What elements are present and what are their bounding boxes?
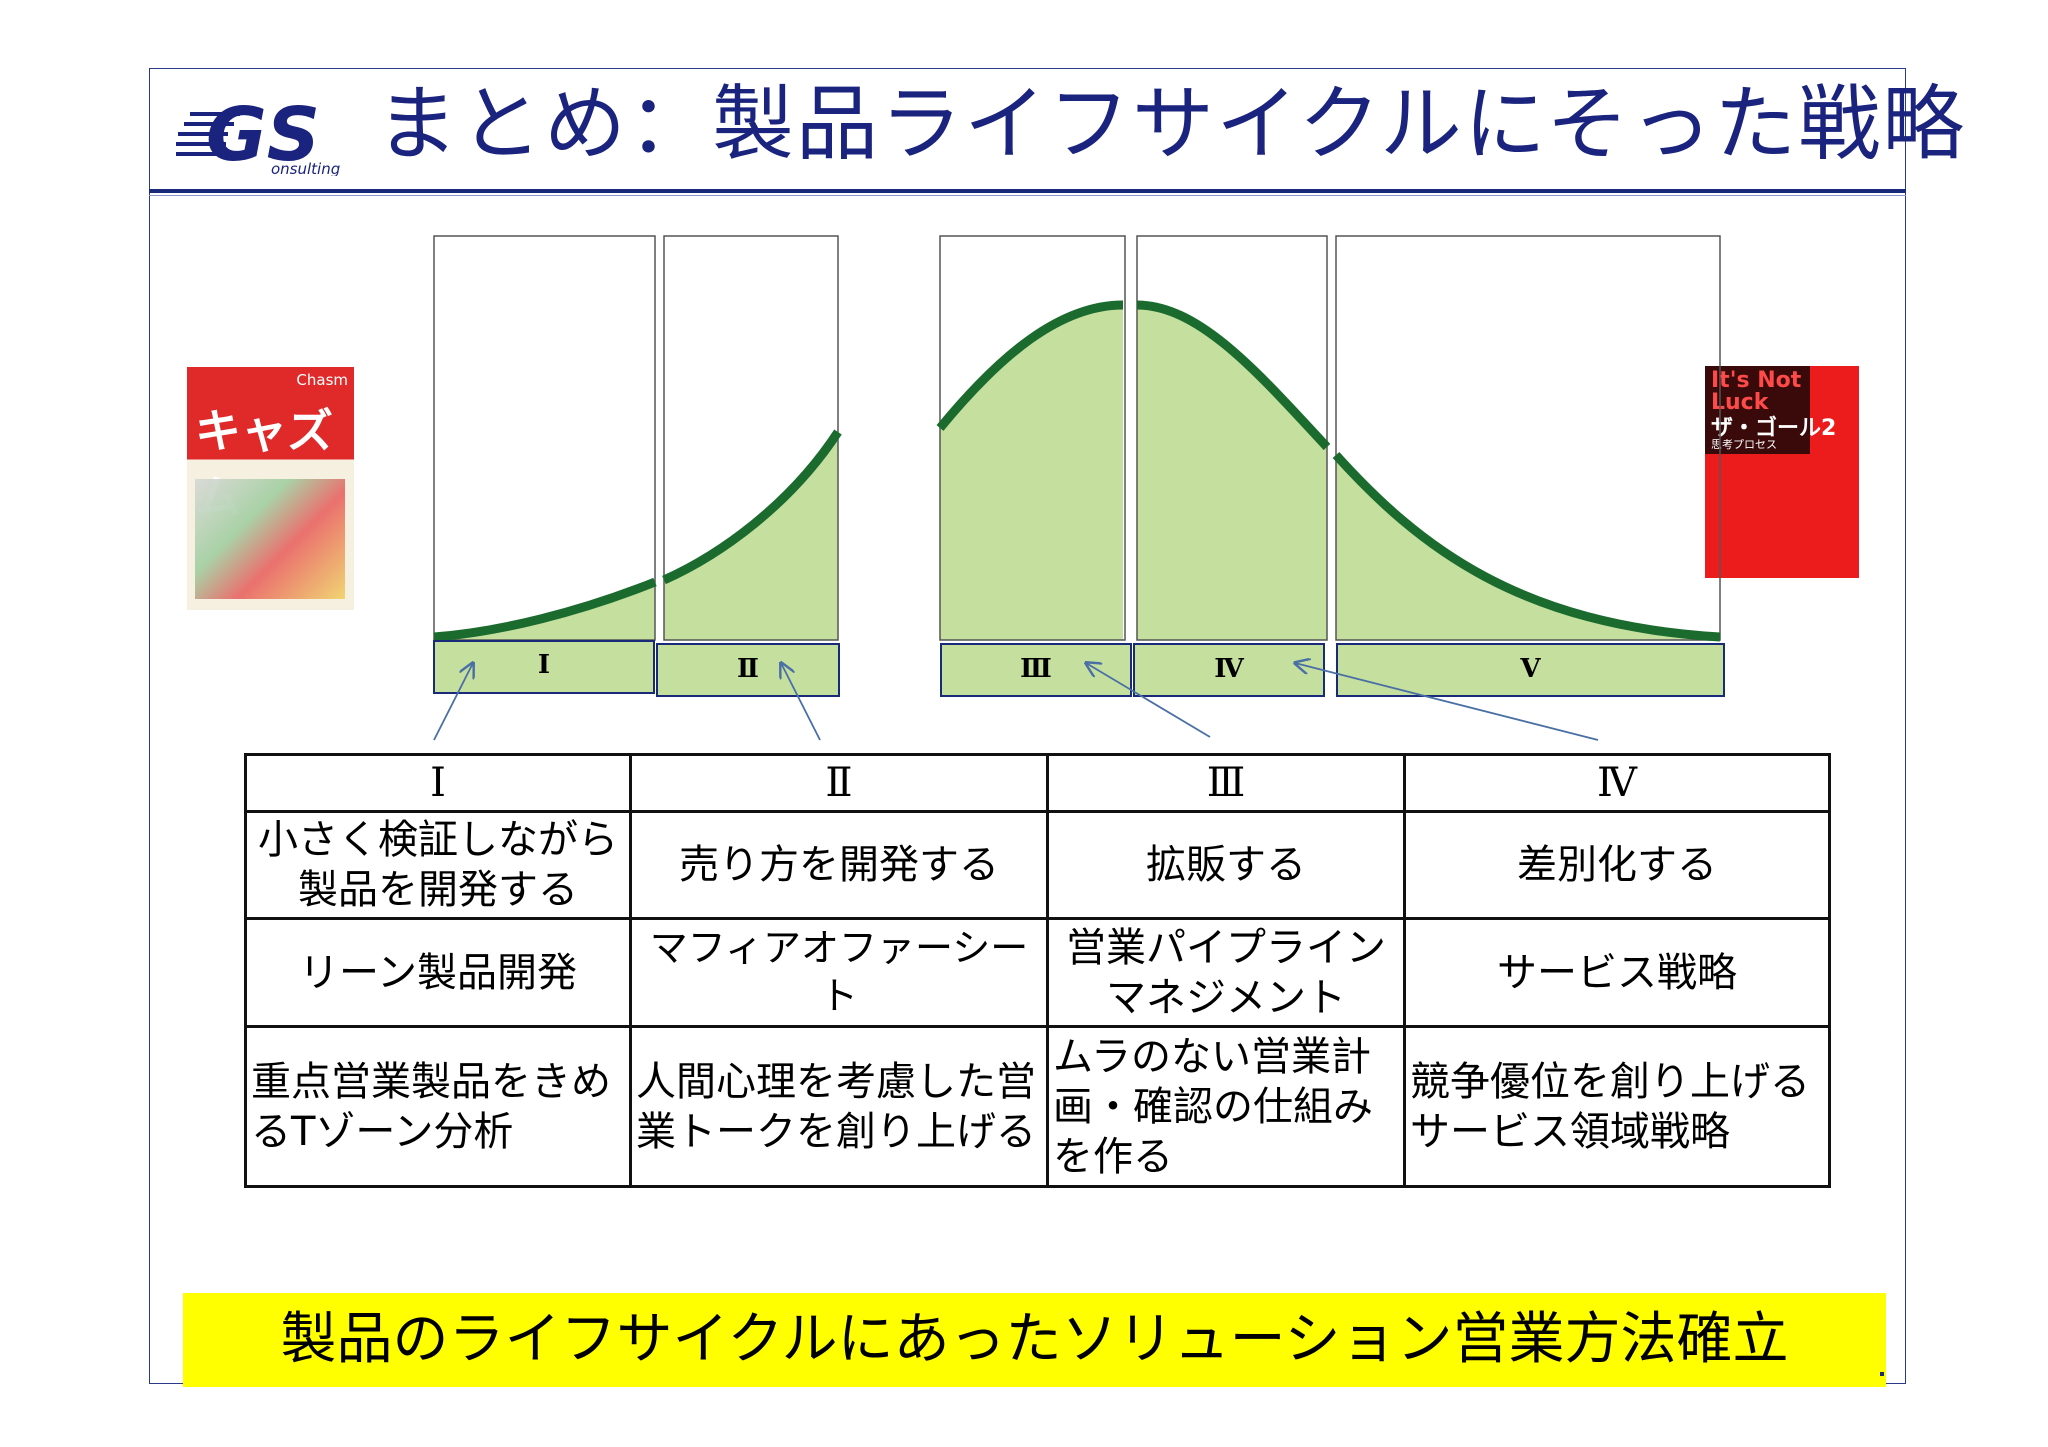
table-header-row: Ⅰ Ⅱ Ⅲ Ⅳ [244,753,1831,813]
stage-label-5: Ⅴ [1520,654,1541,684]
stage-panel-3 [939,235,1126,641]
stage-label-1: Ⅰ [537,650,551,680]
stage-label-4: Ⅳ [1214,654,1244,684]
table-cell: 拡販する [1046,810,1406,920]
header-rule [149,189,1906,193]
book-title-jp: ザ・ゴール2 [1711,416,1837,441]
curve-line-4 [1136,300,1331,451]
table-row: 小さく検証しながら製品を開発する 売り方を開発する 拡販する 差別化する [244,810,1831,920]
book-cover-image [195,479,345,599]
footer-mark [1880,1372,1884,1376]
curve-fill-4 [1137,305,1327,640]
gs-consulting-logo: GS onsulting [176,92,340,176]
table-header-cell: Ⅱ [629,753,1049,813]
book-cover-chasm: Chasm キャズム [187,367,354,610]
table-cell: ムラのない営業計画・確認の仕組みを作る [1046,1025,1406,1188]
table-row: 重点営業製品をきめるTゾーン分析 人間心理を考慮した営業トークを創り上げる ムラ… [244,1025,1831,1188]
logo-text: GS [206,92,320,176]
stage-panel-5 [1335,235,1721,641]
book-cover-dark-panel [1705,366,1810,454]
stage-panel-1 [433,235,656,641]
arrow-3 [1086,663,1211,738]
conclusion-banner: 製品のライフサイクルにあったソリューション営業方法確立 [183,1293,1886,1387]
table-cell: 差別化する [1403,810,1831,920]
book-subtitle: 思考プロセス [1711,438,1777,451]
header-rule-thin [149,195,1906,196]
book-corner-text: Chasm [296,371,348,389]
table-header-cell: Ⅲ [1046,753,1406,813]
curve-line-3 [936,300,1124,431]
arrow-1 [433,663,473,741]
curve-line-1 [433,577,657,642]
book-cover-the-goal-2: It's Not Luck ザ・ゴール2 思考プロセス [1705,366,1859,578]
strategy-table: Ⅰ Ⅱ Ⅲ Ⅳ 小さく検証しながら製品を開発する 売り方を開発する 拡販する 差… [244,753,1831,1188]
table-cell: 競争優位を創り上げるサービス領域戦略 [1403,1025,1831,1188]
stage-box-4 [1133,643,1325,697]
book-title-en: It's Not Luck [1711,368,1802,415]
arrow-4 [1295,663,1599,741]
table-cell: 小さく検証しながら製品を開発する [244,810,632,920]
curve-line-2 [662,429,842,585]
table-header-cell: Ⅳ [1403,753,1831,813]
curve-fill-3 [940,305,1123,640]
table-cell: 重点営業製品をきめるTゾーン分析 [244,1025,632,1188]
table-cell: リーン製品開発 [244,917,632,1028]
arrow-2 [781,663,821,741]
curve-fill-2 [664,432,838,640]
stage-box-2 [656,643,840,697]
curve-fill-5 [1336,455,1720,640]
stage-box-5 [1336,643,1725,697]
curve-line-5 [1332,451,1721,642]
table-cell: サービス戦略 [1403,917,1831,1028]
curve-fill-1 [434,582,655,640]
table-cell: 営業パイプラインマネジメント [1046,917,1406,1028]
table-cell: マフィアオファーシート [629,917,1049,1028]
page-title: まとめ：製品ライフサイクルにそった戦略 [376,77,1967,172]
logo-subtext: onsulting [271,160,340,176]
stage-label-3: Ⅲ [1020,654,1052,684]
stage-label-2: Ⅱ [737,654,759,684]
table-row: リーン製品開発 マフィアオファーシート 営業パイプラインマネジメント サービス戦… [244,917,1831,1028]
table-header-cell: Ⅰ [244,753,632,813]
stage-panel-4 [1136,235,1328,641]
table-cell: 人間心理を考慮した営業トークを創り上げる [629,1025,1049,1188]
table-cell: 売り方を開発する [629,810,1049,920]
